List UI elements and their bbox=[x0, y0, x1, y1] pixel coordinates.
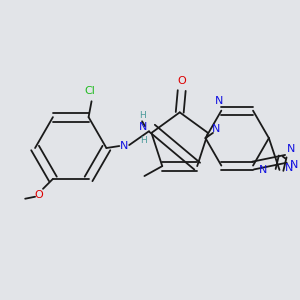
Text: Cl: Cl bbox=[84, 86, 95, 96]
Text: N: N bbox=[139, 122, 148, 132]
Text: N: N bbox=[259, 164, 267, 175]
Text: O: O bbox=[177, 76, 186, 85]
Text: O: O bbox=[35, 190, 44, 200]
Text: N: N bbox=[212, 124, 220, 134]
Text: H: H bbox=[140, 136, 147, 145]
Text: N: N bbox=[120, 141, 128, 151]
Text: N: N bbox=[215, 96, 224, 106]
Text: N: N bbox=[290, 160, 298, 170]
Text: N: N bbox=[285, 163, 294, 173]
Text: N: N bbox=[286, 143, 295, 154]
Text: H: H bbox=[139, 111, 145, 120]
